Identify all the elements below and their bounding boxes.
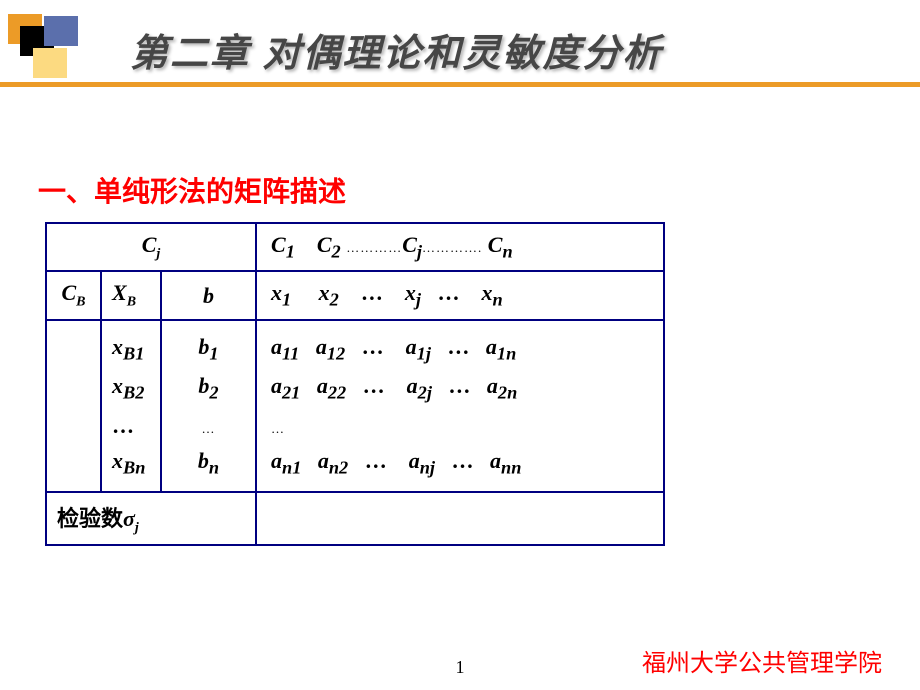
- table-row: 检验数σj: [46, 492, 664, 545]
- cell-cj: Cj: [46, 223, 256, 271]
- cell-b: b: [161, 271, 256, 319]
- cell-test-empty: [256, 492, 664, 545]
- title-underline: [0, 82, 920, 87]
- page-title: 第二章 对偶理论和灵敏度分析: [130, 22, 663, 77]
- table-row: CB XB b x1 x2 … xj … xn: [46, 271, 664, 319]
- table-row: Cj C1 C2 …………Cj…………. Cn: [46, 223, 664, 271]
- cell-b-col: b1b2…bn: [161, 320, 256, 492]
- cell-xb: XB: [101, 271, 161, 319]
- corner-logo: [0, 8, 90, 83]
- page-number: 1: [456, 657, 465, 678]
- cell-xb-col: xB1xB2…xBn: [101, 320, 161, 492]
- header-decoration: 第二章 对偶理论和灵敏度分析: [0, 0, 920, 90]
- table-row: xB1xB2…xBn b1b2…bn a11 a12 … a1j … a1na2…: [46, 320, 664, 492]
- cell-cb: CB: [46, 271, 101, 319]
- cell-x-row: x1 x2 … xj … xn: [256, 271, 664, 319]
- footer-organization: 福州大学公共管理学院: [642, 643, 882, 678]
- cell-a-matrix: a11 a12 … a1j … a1na21 a22 … a2j … a2n…a…: [256, 320, 664, 492]
- cell-test-number: 检验数σj: [46, 492, 256, 545]
- simplex-table: Cj C1 C2 …………Cj…………. Cn CB XB b x1 x2 … …: [45, 222, 665, 546]
- section-heading: 一、单纯形法的矩阵描述: [38, 170, 346, 210]
- cell-c-header: C1 C2 …………Cj…………. Cn: [256, 223, 664, 271]
- cell-empty: [46, 320, 101, 492]
- simplex-table-wrap: Cj C1 C2 …………Cj…………. Cn CB XB b x1 x2 … …: [45, 222, 665, 546]
